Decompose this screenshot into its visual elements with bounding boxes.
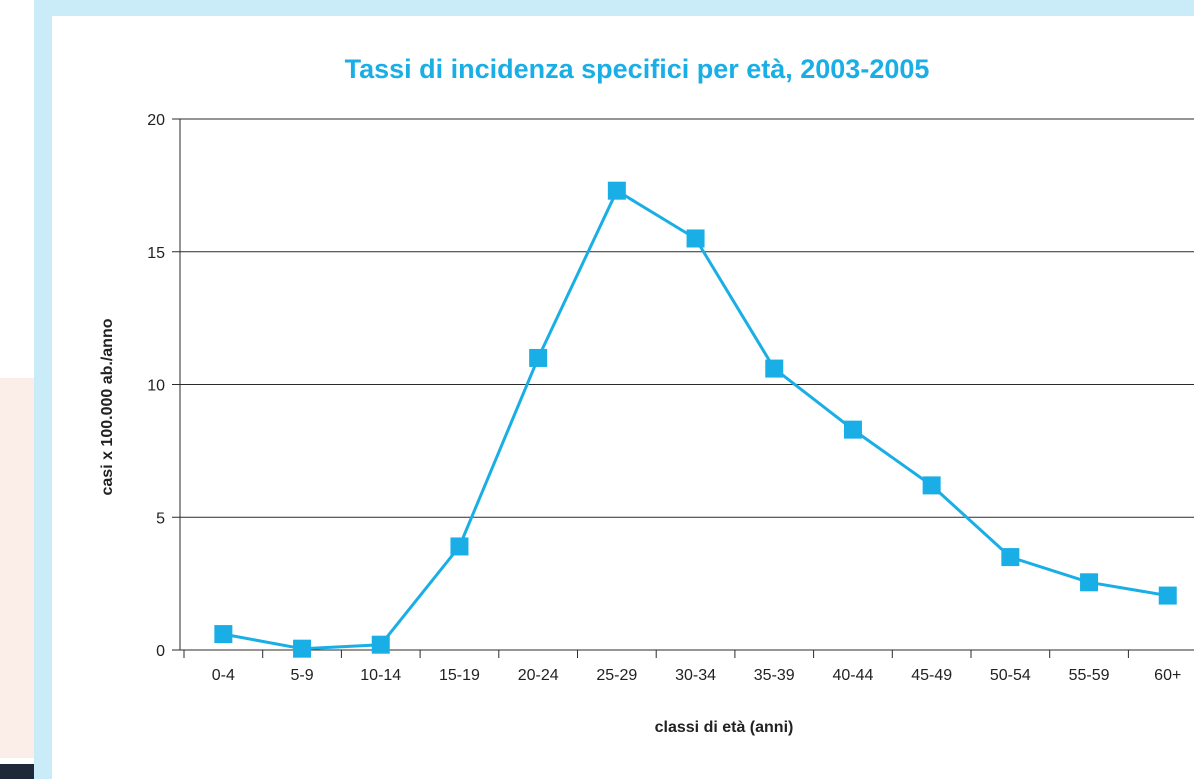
y-axis-label: casi x 100.000 ab./anno (99, 318, 116, 495)
line-chart: Tassi di incidenza specifici per età, 20… (99, 54, 1194, 736)
x-tick-label: 30-34 (675, 667, 716, 684)
y-tick-label: 0 (156, 643, 165, 660)
x-tick-label: 55-59 (1069, 667, 1110, 684)
x-tick-label: 20-24 (518, 667, 559, 684)
data-point-marker (686, 229, 705, 248)
axes (172, 119, 1194, 658)
data-point-marker (214, 625, 233, 644)
x-tick-label: 60+ (1154, 667, 1181, 684)
data-point-marker (1158, 586, 1177, 605)
y-tick-label: 10 (147, 378, 165, 395)
x-tick-label: 0-4 (212, 667, 235, 684)
data-point-marker (843, 420, 862, 439)
y-tick-label: 5 (156, 510, 165, 527)
y-tick-label: 15 (147, 245, 165, 262)
data-point-marker (293, 639, 312, 658)
x-tick-label: 25-29 (596, 667, 637, 684)
x-tick-label: 45-49 (911, 667, 952, 684)
left-margin-rule (0, 764, 34, 779)
left-margin-tint (0, 378, 34, 758)
y-tick-label: 20 (147, 112, 165, 129)
data-series (214, 181, 1177, 658)
chart-title: Tassi di incidenza specifici per età, 20… (345, 54, 930, 84)
x-tick-label: 35-39 (754, 667, 795, 684)
x-tick-label: 50-54 (990, 667, 1031, 684)
x-tick-label: 40-44 (832, 667, 873, 684)
x-tick-label: 15-19 (439, 667, 480, 684)
data-point-marker (607, 181, 626, 200)
chart-panel: Tassi di incidenza specifici per età, 20… (52, 16, 1194, 779)
left-margin-strip (0, 0, 34, 779)
x-axis-label: classi di età (anni) (655, 719, 794, 736)
y-tick-labels: 0 5 10 15 20 (147, 112, 165, 660)
data-point-marker (922, 476, 941, 495)
x-tick-label: 10-14 (360, 667, 401, 684)
data-point-marker (765, 359, 784, 378)
x-tick-labels: 0-4 5-9 10-14 15-19 20-24 25-29 30-34 35-39 40-4… (212, 667, 1182, 684)
data-point-marker (1080, 573, 1099, 592)
series-line (223, 189, 1169, 651)
data-point-marker (450, 537, 469, 556)
data-point-marker (371, 635, 390, 654)
data-point-marker (1001, 548, 1020, 567)
x-tick-label: 5-9 (290, 667, 313, 684)
data-point-marker (529, 348, 548, 367)
gridlines (172, 118, 1194, 518)
